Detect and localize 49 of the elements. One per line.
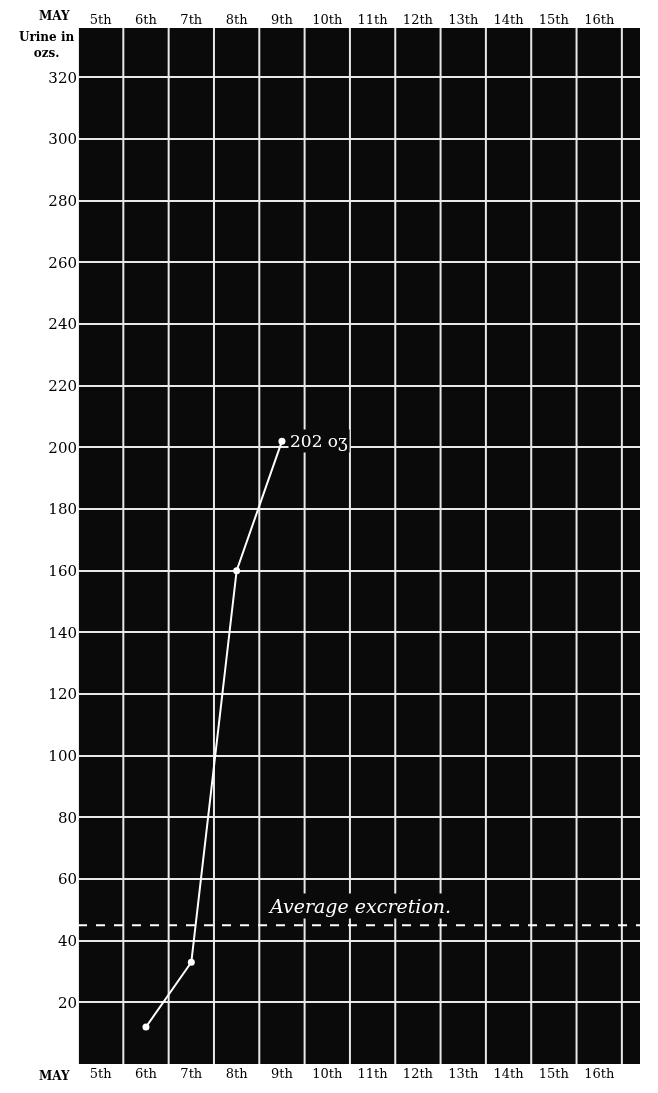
y-tick-label: 280	[48, 191, 77, 210]
y-tick-label: 260	[48, 253, 77, 272]
x-tick-label: 11th	[357, 12, 389, 28]
y-tick-label: 140	[48, 623, 77, 642]
y-tick-label: 120	[48, 685, 77, 704]
y-tick-label: 300	[48, 130, 77, 149]
y-tick-label: 240	[48, 315, 77, 334]
category-label: 8th	[225, 1066, 248, 1081]
x-tick-label: 10th	[312, 12, 343, 28]
y-tick-label: 180	[48, 500, 77, 519]
y-tick-label: 200	[48, 438, 77, 457]
category-label: 10th	[312, 1066, 343, 1081]
y-tick-label: 160	[48, 561, 77, 580]
x2-axis-title: MAY	[39, 9, 70, 23]
x-tick-label: 7th	[180, 12, 203, 28]
category-label: 16th	[584, 1066, 615, 1081]
x-tick-label: 5th	[89, 12, 113, 28]
y-tick-label: 60	[57, 870, 77, 889]
y-tick-label: 320	[48, 68, 77, 87]
category-label: 12th	[402, 1066, 433, 1081]
category-label: 6th	[135, 1066, 157, 1081]
y-tick-label: 100	[48, 746, 77, 765]
x-tick-label: 15th	[538, 12, 570, 28]
y-tick-label: 40	[57, 931, 77, 950]
x-tick-label: 8th	[225, 12, 249, 28]
category-label: 11th	[357, 1066, 388, 1081]
category-label: 5th	[89, 1066, 112, 1081]
data-label: 202 oʒ	[290, 431, 349, 451]
point	[233, 567, 241, 575]
y-axis-title: Urine in ozs.	[19, 30, 75, 60]
ref-line-label: Average excretion.	[268, 895, 452, 917]
category-label: 9th	[271, 1066, 293, 1081]
x-tick-label: 16th	[584, 12, 615, 28]
category-label: 7th	[180, 1066, 203, 1081]
y-tick-label: 220	[48, 376, 77, 395]
x-tick-label: 6th	[135, 12, 158, 28]
x-tick-label: 13th	[448, 12, 479, 28]
category-label: 14th	[493, 1066, 524, 1081]
y-tick-label: 20	[57, 993, 77, 1012]
x-tick-label: 9th	[271, 12, 294, 28]
x-axis-title: MAY	[39, 1069, 70, 1083]
y-tick-label: 80	[57, 808, 77, 827]
category-label: 15th	[538, 1066, 569, 1081]
point	[187, 958, 195, 966]
x-tick-label: 14th	[493, 12, 525, 28]
point	[142, 1023, 150, 1031]
x-tick-label: 12th	[402, 12, 434, 28]
point	[278, 437, 286, 445]
category-label: 13th	[448, 1066, 479, 1081]
